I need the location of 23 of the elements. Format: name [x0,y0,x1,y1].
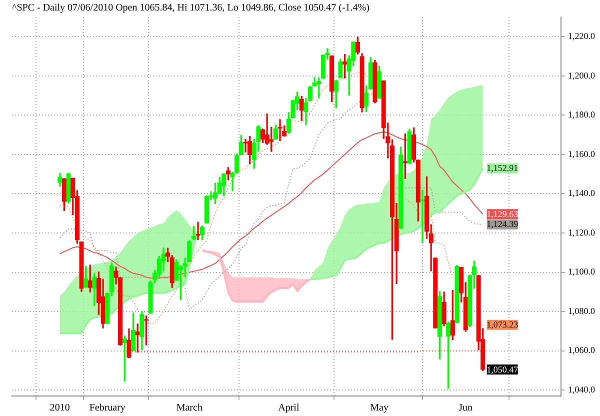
y-tick-label: 1,120.0 [568,227,596,238]
y-tick-label: 1,200.0 [568,70,596,80]
x-tick-label: March [176,402,202,414]
y-tick-label: 1,080.0 [568,306,596,316]
y-tick-label: 1,220.0 [568,30,596,41]
y-tick-label: 1,100.0 [568,266,596,277]
x-tick-label: February [89,402,126,414]
chart-title: ^SPC - Daily 07/06/2010 Open 1065.84, Hi 1071.36, Lo 1049.86, Close 1050.47 (-1.4%) [12,2,370,14]
x-tick-label: 2010 [50,402,70,414]
x-tick-label: May [370,402,388,414]
data-label: 1,073.23 [486,320,519,330]
data-label: 1,124.39 [486,219,519,230]
y-tick-label: 1,140.0 [568,188,596,198]
y-tick-label: 1,060.0 [568,345,596,356]
x-tick-label: April [278,402,300,414]
text: 1,050.47 [486,364,518,374]
data-label: 1,152.91 [486,163,518,174]
x-tick-label: Jun [458,402,473,414]
y-tick-label: 1,180.0 [568,110,596,120]
y-tick-label: 1,040.0 [568,384,596,394]
data-label: 1,129.63 [486,208,519,219]
candlestick [243,138,248,152]
y-tick-label: 1,160.0 [568,148,596,159]
